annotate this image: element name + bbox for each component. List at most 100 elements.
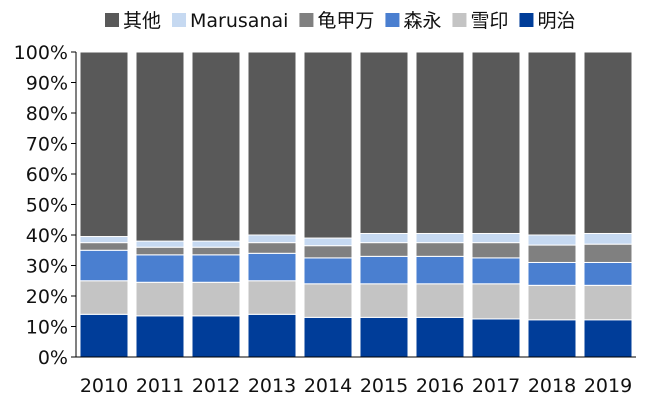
- x-tick-label: 2010: [80, 375, 128, 397]
- bar-group-2010: [79, 51, 129, 358]
- bar-group-2019: [583, 51, 633, 358]
- bar-segment-2014-3: [303, 245, 353, 259]
- bar-segment-2011-5: [135, 51, 185, 242]
- bar-segment-2013-4: [247, 234, 297, 244]
- x-tick-label: 2011: [136, 375, 184, 397]
- bar-segment-2015-5: [359, 51, 409, 234]
- bar-segment-2013-2: [247, 252, 297, 282]
- bar-segment-2012-5: [191, 51, 241, 242]
- bar-segment-2018-3: [527, 244, 577, 263]
- bar-segment-2011-1: [135, 281, 185, 317]
- bar-segment-2010-5: [79, 51, 129, 238]
- y-tick-label: 80%: [26, 103, 68, 125]
- bar-segment-2010-1: [79, 280, 129, 315]
- bar-segment-2014-2: [303, 257, 353, 285]
- y-tick-label: 60%: [26, 164, 68, 186]
- y-tick-label: 20%: [26, 286, 68, 308]
- bar-segment-2015-1: [359, 283, 409, 318]
- legend-label: 明治: [537, 10, 575, 32]
- bar-group-2016: [415, 51, 465, 358]
- bar-segment-2017-5: [471, 51, 521, 234]
- bar-segment-2012-1: [191, 281, 241, 317]
- y-tick-label: 0%: [38, 347, 68, 369]
- bar-segment-2014-1: [303, 283, 353, 318]
- x-tick-label: 2015: [360, 375, 408, 397]
- bar-segment-2015-4: [359, 232, 409, 244]
- bar-segment-2018-5: [527, 51, 577, 236]
- bar-segment-2019-0: [583, 319, 633, 358]
- bar-segment-2015-2: [359, 255, 409, 285]
- bar-segment-2013-1: [247, 280, 297, 315]
- bar-segment-2018-1: [527, 284, 577, 321]
- bar-segment-2010-0: [79, 313, 129, 358]
- bar-segment-2018-0: [527, 319, 577, 358]
- bar-group-2013: [247, 51, 297, 358]
- x-tick-label: 2017: [472, 375, 520, 397]
- y-tick-label: 100%: [14, 42, 68, 64]
- bar-segment-2017-4: [471, 232, 521, 244]
- bar-segment-2012-4: [191, 240, 241, 248]
- bar-group-2012: [191, 51, 241, 358]
- bar-segment-2013-3: [247, 242, 297, 254]
- x-tick-label: 2014: [304, 375, 352, 397]
- y-tick-label: 50%: [26, 195, 68, 217]
- bar-segment-2011-2: [135, 254, 185, 283]
- bar-segment-2017-2: [471, 257, 521, 285]
- bar-segment-2016-4: [415, 232, 465, 244]
- legend-item: 其他: [105, 10, 161, 32]
- bar-segment-2019-2: [583, 261, 633, 286]
- bar-group-2018: [527, 51, 577, 358]
- legend-label: 森永: [403, 10, 441, 32]
- legend-swatch: [452, 13, 467, 27]
- bar-segment-2012-2: [191, 254, 241, 283]
- bar-segment-2014-5: [303, 51, 353, 239]
- bar-segment-2019-3: [583, 243, 633, 263]
- bar-segment-2017-1: [471, 283, 521, 320]
- bar-segment-2014-4: [303, 237, 353, 247]
- legend-item: 明治: [519, 10, 575, 32]
- legend-swatch: [105, 13, 119, 27]
- bar-segment-2019-4: [583, 232, 633, 245]
- legend-swatch: [172, 13, 187, 27]
- bar-segment-2018-2: [527, 261, 577, 286]
- bar-segment-2016-2: [415, 255, 465, 285]
- bar-segment-2011-4: [135, 240, 185, 248]
- bar-group-2011: [135, 51, 185, 358]
- bar-segment-2016-0: [415, 316, 465, 358]
- legend-item: Marusanai: [172, 10, 288, 32]
- bar-group-2017: [471, 51, 521, 358]
- legend-swatch: [299, 13, 314, 27]
- legend: 其他 Marusanai 龟甲万 森永 雪印 明治: [105, 10, 575, 32]
- bar-segment-2019-5: [583, 51, 633, 234]
- x-tick-label: 2019: [584, 375, 632, 397]
- bar-segment-2012-0: [191, 315, 241, 358]
- bar-segment-2010-2: [79, 249, 129, 282]
- bar-segment-2015-3: [359, 242, 409, 257]
- bar-segment-2013-0: [247, 313, 297, 358]
- x-tick-label: 2012: [192, 375, 240, 397]
- x-tick-label: 2016: [416, 375, 464, 397]
- bar-segment-2011-3: [135, 246, 185, 256]
- bar-segment-2017-3: [471, 242, 521, 259]
- y-tick-label: 10%: [26, 317, 68, 339]
- bar-segment-2016-5: [415, 51, 465, 234]
- bar-segment-2015-0: [359, 316, 409, 358]
- x-tick-label: 2018: [528, 375, 576, 397]
- legend-item: 龟甲万: [299, 10, 374, 32]
- legend-swatch: [519, 13, 534, 27]
- bar-segment-2013-5: [247, 51, 297, 236]
- y-axis: 0% 10% 20% 30% 40% 50% 60% 70% 80% 90% 100%: [14, 42, 77, 369]
- bar-segment-2010-3: [79, 242, 129, 251]
- legend-item: 森永: [385, 10, 441, 32]
- bar-segment-2012-3: [191, 246, 241, 256]
- y-tick-label: 90%: [26, 73, 68, 95]
- bar-segment-2017-0: [471, 318, 521, 358]
- legend-label: 其他: [123, 10, 161, 32]
- bar-segment-2016-3: [415, 242, 465, 257]
- bar-segment-2014-0: [303, 316, 353, 358]
- bar-segment-2011-0: [135, 315, 185, 358]
- bar-segment-2019-1: [583, 284, 633, 321]
- legend-swatch: [385, 13, 400, 27]
- bar-segment-2016-1: [415, 283, 465, 318]
